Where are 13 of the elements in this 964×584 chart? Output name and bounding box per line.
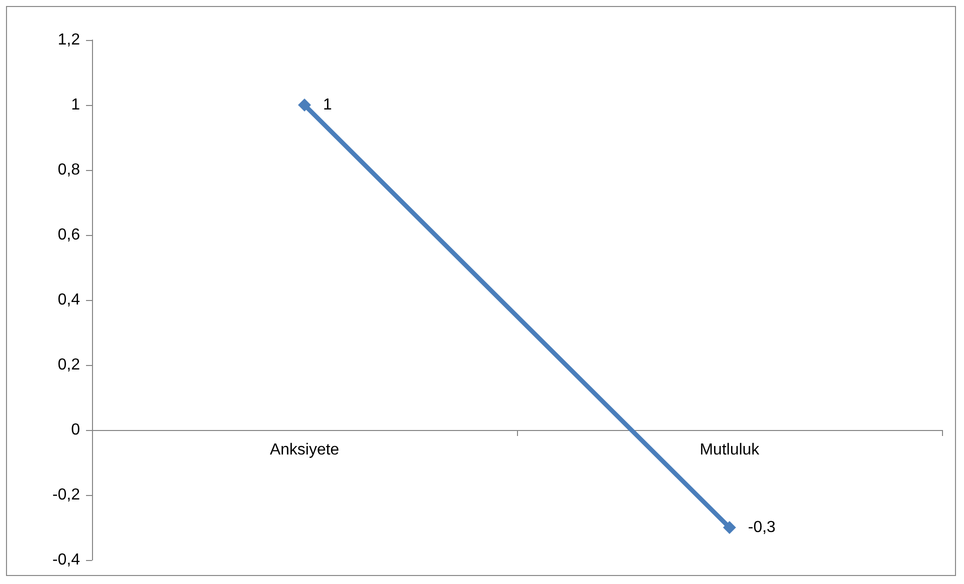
y-tick-label: 0,2	[58, 356, 80, 374]
y-tick-label: 0	[71, 422, 80, 438]
y-tick-label: 0,4	[58, 292, 80, 308]
y-tick-label: 0,8	[58, 162, 80, 178]
y-tick-label: 1,2	[58, 32, 80, 48]
y-tick-label: -0,2	[52, 486, 80, 504]
x-tick-label: Mutluluk	[700, 442, 760, 458]
y-tick-label: 1	[71, 96, 80, 114]
data-label: 1	[323, 96, 332, 114]
data-label: -0,3	[748, 519, 776, 536]
y-tick-label: -0,4	[52, 552, 80, 568]
y-tick-label: 0,6	[58, 226, 80, 244]
x-tick-label: Anksiyete	[270, 442, 340, 458]
